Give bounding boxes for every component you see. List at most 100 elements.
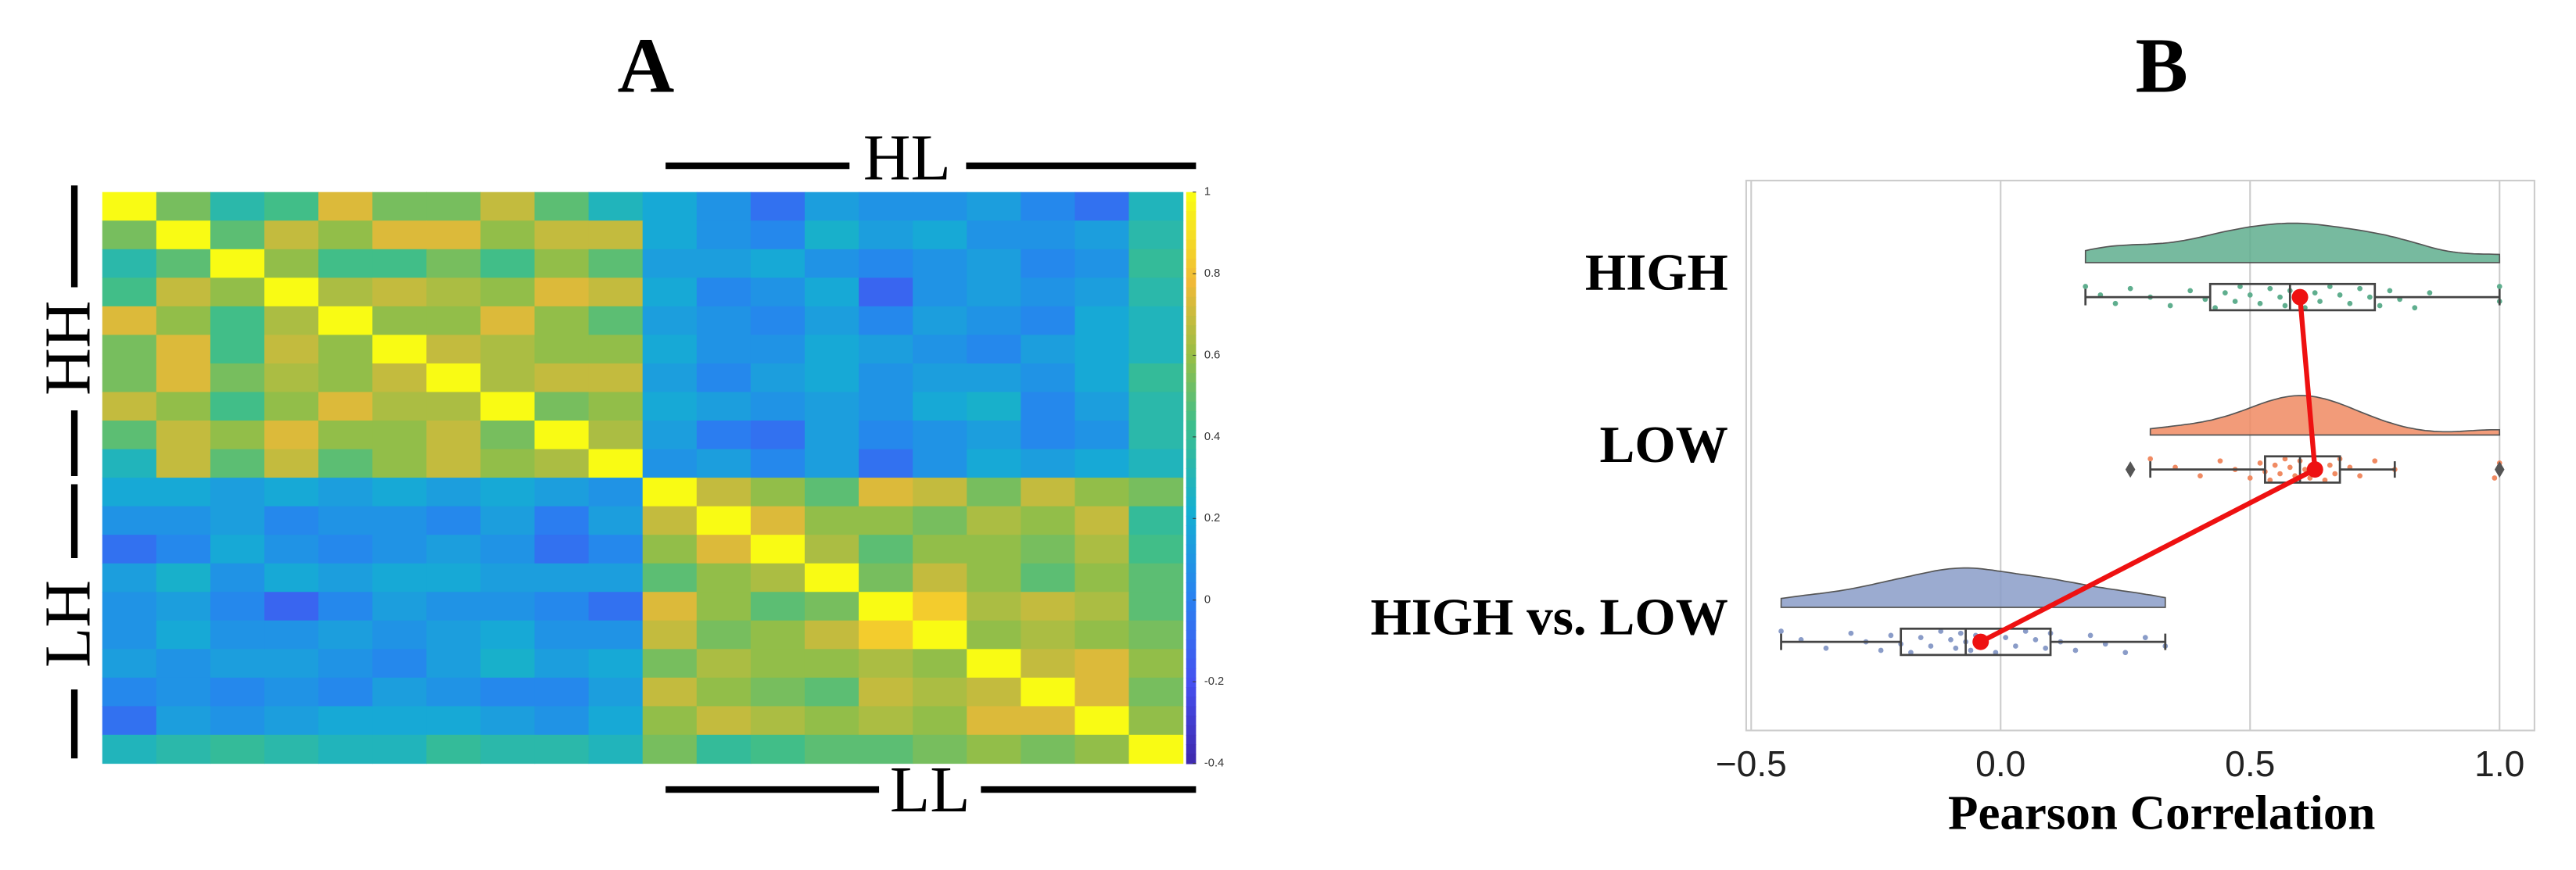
heatmap-cell <box>1021 277 1076 307</box>
colorbar-segment <box>1186 506 1197 517</box>
heatmap-cell <box>696 249 752 278</box>
heatmap-cell <box>967 277 1021 307</box>
heatmap-cell <box>426 249 482 278</box>
heatmap-cell <box>210 706 265 736</box>
heatmap-cell <box>750 192 805 221</box>
data-point <box>2312 290 2318 295</box>
x-tick-label: 1.0 <box>2474 743 2524 784</box>
heatmap-cell <box>804 620 859 650</box>
heatmap-cell <box>859 277 913 307</box>
heatmap-cell <box>102 649 157 678</box>
heatmap-cell <box>642 563 698 593</box>
heatmap-cell <box>859 449 913 478</box>
data-point <box>1908 650 1914 656</box>
heatmap-cell <box>588 249 644 278</box>
heatmap-cell <box>804 449 859 478</box>
heatmap-cell <box>642 649 698 678</box>
heatmap-cell <box>264 220 319 250</box>
data-point <box>2257 300 2263 306</box>
heatmap-cell <box>480 421 536 450</box>
colorbar-segment <box>1186 449 1197 460</box>
heatmap-cell <box>156 306 211 336</box>
heatmap-cell <box>264 449 319 478</box>
heatmap-cell <box>318 535 373 564</box>
heatmap-cell <box>588 706 644 736</box>
data-point <box>2167 303 2173 309</box>
heatmap-cell <box>102 734 157 764</box>
heatmap-cell <box>372 620 427 650</box>
colorbar-tick-label: -0.4 <box>1204 757 1224 769</box>
data-point <box>2387 288 2393 294</box>
heatmap-cell <box>318 478 373 507</box>
heatmap-cell <box>372 677 427 707</box>
heatmap-cell <box>534 535 590 564</box>
heatmap-cell <box>210 192 265 221</box>
heatmap-cell <box>426 306 482 336</box>
heatmap-cell <box>1075 306 1130 336</box>
heatmap-cell <box>480 220 536 250</box>
category-label: HIGH vs. LOW <box>1370 587 1727 646</box>
heatmap-cell <box>1075 677 1130 707</box>
heatmap-cell <box>1075 421 1130 450</box>
heatmap-cell <box>1021 706 1076 736</box>
heatmap-cell <box>1021 192 1076 221</box>
heatmap-cell <box>967 220 1021 250</box>
data-point <box>2277 471 2283 477</box>
heatmap-cell <box>642 363 698 393</box>
heatmap-cell <box>967 649 1021 678</box>
heatmap-cell <box>913 563 967 593</box>
heatmap-cell <box>1021 220 1076 250</box>
heatmap-cell <box>426 506 482 535</box>
heatmap-cell <box>1075 734 1130 764</box>
heatmap-cell <box>1128 449 1184 478</box>
heatmap-cell <box>750 277 805 307</box>
data-point <box>2332 471 2338 477</box>
heatmap-cell <box>1021 392 1076 421</box>
heatmap-cell <box>588 392 644 421</box>
colorbar-segment <box>1186 353 1197 364</box>
heatmap-cell <box>913 506 967 535</box>
heatmap-cell <box>1021 535 1076 564</box>
heatmap-cell <box>1128 706 1184 736</box>
heatmap-cell <box>102 706 157 736</box>
heatmap-cell <box>750 306 805 336</box>
heatmap-cell <box>534 563 590 593</box>
heatmap-cell <box>696 192 752 221</box>
heatmap-cell <box>372 592 427 621</box>
heatmap-cell <box>750 363 805 393</box>
colorbar-segment <box>1186 744 1197 755</box>
colorbar-segment <box>1186 525 1197 536</box>
heatmap-cell <box>642 421 698 450</box>
heatmap-cell <box>642 677 698 707</box>
category-label: LOW <box>1600 415 1728 474</box>
heatmap-cell <box>264 421 319 450</box>
heatmap-cell <box>588 335 644 364</box>
heatmap-cell <box>804 649 859 678</box>
colorbar-segment <box>1186 592 1197 603</box>
data-point <box>2337 292 2343 298</box>
heatmap-cell <box>696 277 752 307</box>
heatmap-cell <box>318 563 373 593</box>
colorbar-tick-label: 0.2 <box>1204 512 1220 525</box>
heatmap-cell <box>372 563 427 593</box>
heatmap-cell <box>1128 478 1184 507</box>
heatmap-cell <box>750 249 805 278</box>
heatmap-cell <box>1075 335 1130 364</box>
heatmap-cell <box>318 220 373 250</box>
heatmap-cell <box>750 335 805 364</box>
heatmap-cell <box>696 220 752 250</box>
heatmap-cell <box>804 392 859 421</box>
heatmap-cell <box>588 363 644 393</box>
heatmap-cell <box>859 421 913 450</box>
heatmap-cell <box>480 449 536 478</box>
heatmap-cell <box>913 421 967 450</box>
heatmap-cell <box>588 649 644 678</box>
colorbar-segment <box>1186 515 1197 527</box>
heatmap-cell <box>156 192 211 221</box>
heatmap-cell <box>426 421 482 450</box>
heatmap-cell <box>264 306 319 336</box>
data-point <box>2222 290 2228 295</box>
heatmap-cell <box>156 535 211 564</box>
colorbar-segment <box>1186 258 1197 270</box>
heatmap-cell <box>156 220 211 250</box>
